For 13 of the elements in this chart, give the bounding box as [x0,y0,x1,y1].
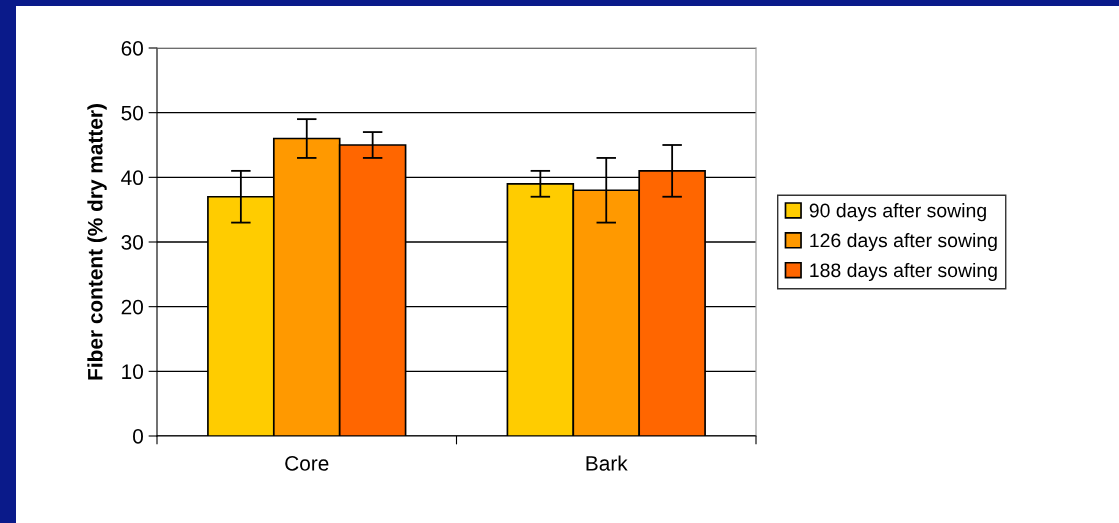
legend-label: 126 days after sowing [810,232,997,252]
y-tick-label: 10 [122,364,143,380]
legend-label: 90 days after sowing [809,203,986,222]
y-tick-label: 50 [121,105,143,121]
x-tick-label: Core [285,455,329,471]
y-tick-label: 20 [121,299,143,315]
y-tick-label: 0 [133,429,143,444]
x-tick-label: Bark [586,455,628,471]
y-tick-label: 30 [121,235,143,250]
y-tick-label: 60 [121,41,143,56]
legend-label: 188 days after sowing [810,262,997,282]
y-axis-title: Fiber content (% dry matter) [87,104,107,380]
y-tick-label: 40 [121,170,143,186]
